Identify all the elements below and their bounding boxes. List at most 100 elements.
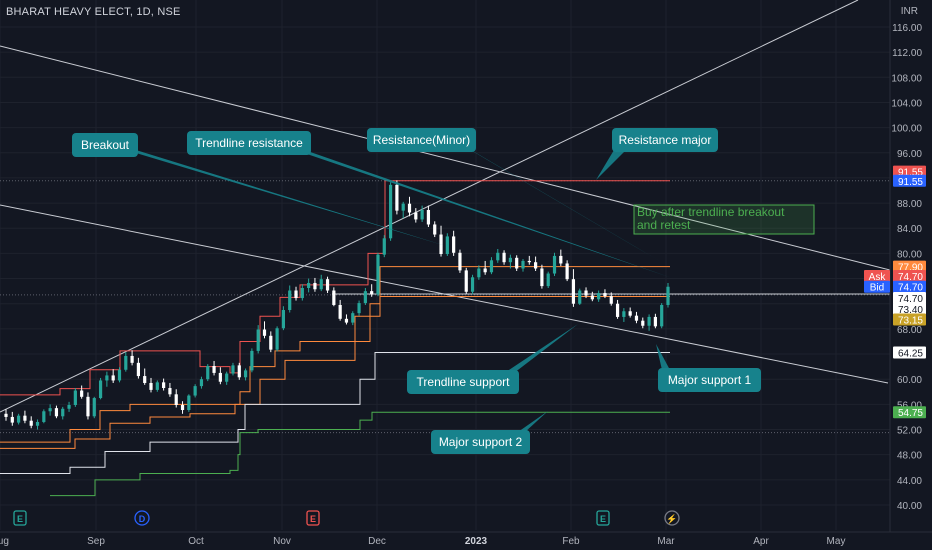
price-tag-bg bbox=[893, 280, 926, 293]
candle-body bbox=[256, 329, 260, 351]
x-tick-label: May bbox=[827, 536, 846, 547]
callout-pointer bbox=[296, 147, 672, 278]
price-tag-bg bbox=[893, 406, 926, 419]
candle-body bbox=[552, 255, 557, 274]
callout-major-support-1: Major support 1 bbox=[656, 344, 761, 392]
candle-body bbox=[496, 252, 500, 261]
price-tag: 91.55 bbox=[893, 174, 926, 188]
candle-body bbox=[73, 390, 77, 405]
candle-body bbox=[388, 184, 393, 239]
price-tag-bg bbox=[893, 260, 926, 273]
candle-body bbox=[313, 282, 317, 290]
candle-body bbox=[187, 395, 191, 411]
candle-body bbox=[250, 350, 254, 371]
candle-body bbox=[502, 252, 506, 263]
candle-body bbox=[401, 203, 405, 211]
candle-body bbox=[660, 304, 664, 327]
price-tag-label: 73.40 bbox=[898, 305, 923, 316]
price-tag: 74.70 Ask bbox=[864, 270, 926, 283]
candle-body bbox=[307, 282, 311, 288]
callout-trendline-resistance: Trendline resistance bbox=[187, 131, 672, 278]
candle-body bbox=[162, 382, 166, 389]
price-tag-bg bbox=[893, 270, 926, 283]
x-tick-label: Oct bbox=[188, 536, 204, 547]
price-tag-label: 54.75 bbox=[898, 408, 923, 419]
event-icon-label: ⚡ bbox=[666, 513, 677, 525]
candle-body bbox=[597, 293, 601, 300]
callout-box bbox=[367, 128, 476, 152]
x-tick-label: Dec bbox=[368, 536, 386, 547]
candle-body bbox=[92, 398, 96, 417]
event-icon-label: E bbox=[17, 514, 23, 524]
candle-body bbox=[237, 365, 241, 378]
price-tag-prefix: Bid bbox=[870, 283, 884, 294]
candle-body bbox=[206, 365, 210, 380]
callout-resistance-major: Resistance major bbox=[596, 128, 718, 180]
y-tick-label: 84.00 bbox=[897, 224, 922, 235]
candle-body bbox=[319, 279, 323, 290]
candle-body bbox=[168, 388, 172, 395]
candle-body bbox=[445, 236, 449, 255]
candle-body bbox=[325, 279, 330, 291]
price-tag-bg bbox=[893, 346, 926, 359]
candle-body bbox=[420, 209, 424, 220]
y-tick-label: 80.00 bbox=[897, 249, 922, 260]
candle-body bbox=[281, 310, 286, 329]
candle-body bbox=[294, 290, 298, 299]
y-tick-label: 88.00 bbox=[897, 199, 922, 210]
price-tag-label: 74.70 bbox=[898, 283, 923, 294]
callout-box bbox=[431, 430, 530, 454]
candle-body bbox=[489, 260, 494, 273]
candle-body bbox=[458, 252, 462, 271]
price-tag: 91.55 bbox=[893, 165, 926, 179]
candle-body bbox=[508, 257, 512, 263]
x-tick-label: Aug bbox=[0, 536, 9, 547]
candle-body bbox=[193, 386, 197, 396]
candle-body bbox=[174, 394, 178, 405]
price-tag-label: 74.70 bbox=[898, 272, 923, 283]
candle-body bbox=[117, 369, 122, 381]
symbol-header: BHARAT HEAVY ELECT, 1D, NSE bbox=[6, 6, 181, 18]
candle-body bbox=[136, 362, 140, 377]
candle-body bbox=[477, 268, 481, 278]
candle-body bbox=[546, 273, 550, 287]
currency-label: INR bbox=[900, 6, 918, 17]
candle-body bbox=[351, 313, 355, 323]
candle-body bbox=[470, 277, 475, 292]
candle-body bbox=[452, 236, 456, 253]
candle-body bbox=[653, 316, 657, 327]
callout-box bbox=[72, 133, 138, 157]
candle-body bbox=[48, 408, 52, 412]
candle-body bbox=[269, 335, 273, 350]
candle-body bbox=[584, 290, 588, 296]
candle-body bbox=[559, 255, 563, 264]
candle-body bbox=[578, 290, 582, 304]
price-tag-label: 91.55 bbox=[898, 177, 923, 188]
candle-body bbox=[155, 382, 159, 390]
candle-body bbox=[29, 420, 33, 426]
candle-body bbox=[54, 408, 59, 417]
callout-breakout: Breakout bbox=[72, 133, 446, 246]
candle-body bbox=[225, 373, 229, 382]
callout-pointer bbox=[656, 344, 670, 370]
callout-pointer bbox=[126, 147, 446, 246]
callout-box bbox=[187, 131, 311, 155]
candle-body bbox=[590, 295, 594, 300]
callout-text: Major support 2 bbox=[439, 435, 523, 449]
candle-body bbox=[10, 416, 14, 423]
candle-body bbox=[243, 370, 248, 378]
candle-body bbox=[357, 303, 361, 314]
price-tag: 77.90 bbox=[893, 260, 926, 274]
price-tag-label: 74.70 bbox=[898, 294, 923, 305]
y-tick-label: 52.00 bbox=[897, 426, 922, 437]
candle-body bbox=[231, 365, 235, 374]
candle-body bbox=[433, 224, 437, 235]
candle-body bbox=[86, 396, 90, 417]
candle-body bbox=[130, 355, 134, 363]
step-line-red bbox=[0, 180, 670, 396]
candle-body bbox=[407, 203, 412, 213]
event-icon: ⚡ bbox=[664, 510, 680, 526]
y-tick-label: 44.00 bbox=[897, 476, 922, 487]
